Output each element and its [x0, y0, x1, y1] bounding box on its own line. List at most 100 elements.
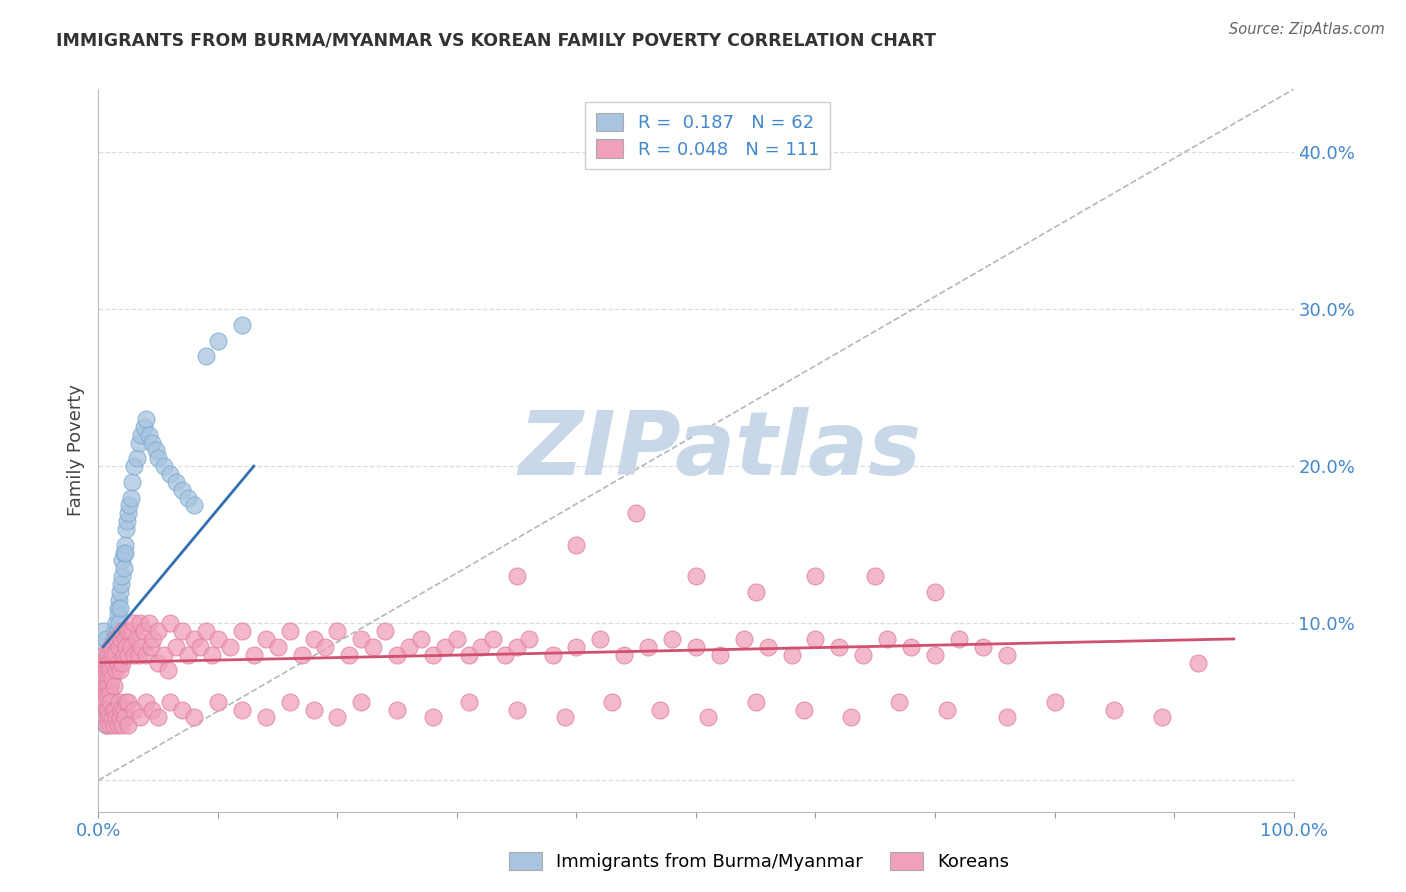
- Point: [177, 648, 200, 662]
- Point: [219, 640, 242, 654]
- Point: [195, 624, 218, 639]
- Point: [118, 624, 141, 639]
- Point: [111, 656, 134, 670]
- Point: [111, 624, 134, 639]
- Point: [94, 656, 117, 670]
- Point: [93, 710, 115, 724]
- Point: [91, 687, 114, 701]
- Point: [135, 648, 157, 662]
- Point: [94, 632, 117, 646]
- Point: [183, 499, 205, 513]
- Point: [108, 584, 131, 599]
- Point: [165, 640, 187, 654]
- Point: [745, 695, 768, 709]
- Point: [142, 632, 165, 646]
- Point: [121, 475, 143, 489]
- Point: [243, 648, 266, 662]
- Point: [565, 640, 588, 654]
- Point: [177, 491, 200, 505]
- Point: [110, 577, 132, 591]
- Point: [100, 710, 122, 724]
- Point: [97, 671, 120, 685]
- Point: [124, 616, 146, 631]
- Point: [828, 640, 851, 654]
- Point: [506, 703, 529, 717]
- Point: [91, 664, 114, 678]
- Point: [291, 648, 314, 662]
- Point: [101, 703, 124, 717]
- Point: [121, 624, 143, 639]
- Point: [105, 632, 128, 646]
- Point: [613, 648, 636, 662]
- Point: [446, 632, 468, 646]
- Point: [98, 710, 121, 724]
- Point: [96, 718, 118, 732]
- Point: [97, 710, 120, 724]
- Point: [111, 718, 134, 732]
- Point: [125, 632, 148, 646]
- Point: [108, 710, 131, 724]
- Point: [97, 656, 120, 670]
- Point: [841, 710, 863, 724]
- Point: [626, 506, 648, 520]
- Point: [554, 710, 576, 724]
- Point: [103, 718, 125, 732]
- Point: [93, 640, 115, 654]
- Point: [117, 648, 139, 662]
- Point: [889, 695, 911, 709]
- Point: [112, 648, 135, 662]
- Point: [139, 640, 162, 654]
- Point: [114, 632, 136, 646]
- Point: [98, 664, 122, 678]
- Point: [96, 648, 118, 662]
- Point: [111, 569, 134, 583]
- Point: [148, 656, 170, 670]
- Point: [733, 632, 755, 646]
- Point: [278, 695, 301, 709]
- Point: [98, 664, 122, 678]
- Point: [117, 506, 139, 520]
- Point: [104, 703, 127, 717]
- Point: [112, 545, 135, 559]
- Point: [135, 412, 157, 426]
- Point: [100, 664, 122, 678]
- Point: [267, 640, 290, 654]
- Point: [148, 624, 170, 639]
- Point: [98, 664, 121, 678]
- Point: [172, 703, 194, 717]
- Point: [709, 648, 731, 662]
- Point: [201, 648, 224, 662]
- Text: IMMIGRANTS FROM BURMA/MYANMAR VS KOREAN FAMILY POVERTY CORRELATION CHART: IMMIGRANTS FROM BURMA/MYANMAR VS KOREAN …: [56, 31, 936, 49]
- Point: [145, 443, 167, 458]
- Point: [90, 671, 112, 685]
- Point: [93, 695, 115, 709]
- Point: [101, 640, 124, 654]
- Point: [506, 640, 529, 654]
- Point: [94, 703, 117, 717]
- Point: [124, 459, 146, 474]
- Point: [93, 648, 115, 662]
- Point: [107, 656, 129, 670]
- Point: [103, 679, 125, 693]
- Point: [458, 648, 481, 662]
- Point: [350, 695, 373, 709]
- Point: [183, 632, 205, 646]
- Point: [685, 569, 707, 583]
- Point: [385, 648, 409, 662]
- Point: [924, 648, 946, 662]
- Point: [685, 640, 707, 654]
- Point: [517, 632, 540, 646]
- Point: [172, 483, 194, 497]
- Point: [876, 632, 898, 646]
- Point: [481, 632, 505, 646]
- Point: [153, 648, 176, 662]
- Point: [138, 427, 160, 442]
- Point: [98, 656, 121, 670]
- Point: [117, 718, 139, 732]
- Point: [350, 632, 373, 646]
- Point: [948, 632, 970, 646]
- Point: [94, 718, 117, 732]
- Point: [141, 435, 163, 450]
- Point: [254, 710, 277, 724]
- Point: [852, 648, 875, 662]
